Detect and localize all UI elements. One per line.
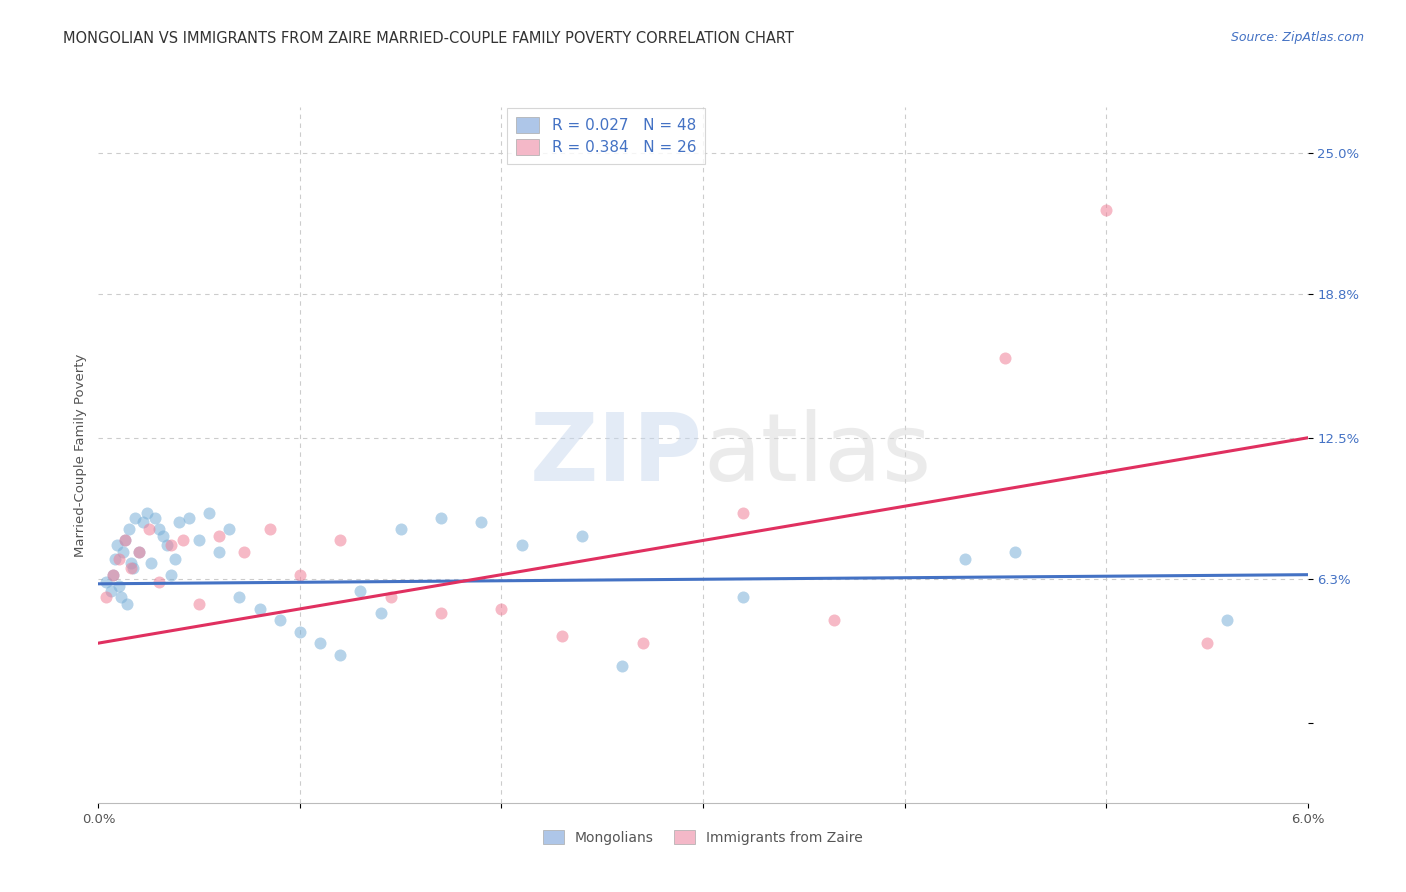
- Point: [160, 567, 183, 582]
- Point: [128, 545, 150, 559]
- Point: [198, 506, 221, 520]
- Point: [167, 515, 190, 529]
- Point: [994, 351, 1017, 365]
- Point: [571, 529, 593, 543]
- Point: [228, 591, 250, 605]
- Point: [100, 583, 122, 598]
- Text: atlas: atlas: [703, 409, 931, 501]
- Point: [1216, 613, 1239, 627]
- Legend: Mongolians, Immigrants from Zaire: Mongolians, Immigrants from Zaire: [536, 822, 870, 852]
- Point: [132, 515, 155, 529]
- Point: [370, 607, 392, 621]
- Point: [269, 613, 291, 627]
- Point: [389, 522, 412, 536]
- Point: [208, 545, 231, 559]
- Point: [188, 598, 211, 612]
- Point: [124, 510, 146, 524]
- Point: [160, 538, 183, 552]
- Point: [470, 515, 492, 529]
- Point: [148, 574, 170, 589]
- Point: [188, 533, 211, 548]
- Point: [120, 561, 142, 575]
- Point: [733, 591, 755, 605]
- Point: [96, 591, 118, 605]
- Point: [120, 556, 142, 570]
- Point: [510, 538, 533, 552]
- Point: [135, 506, 157, 520]
- Point: [1004, 545, 1026, 559]
- Point: [329, 648, 352, 662]
- Point: [259, 522, 281, 536]
- Point: [430, 510, 453, 524]
- Point: [152, 529, 174, 543]
- Point: [101, 567, 124, 582]
- Point: [631, 636, 654, 650]
- Text: ZIP: ZIP: [530, 409, 703, 501]
- Point: [208, 529, 231, 543]
- Point: [156, 538, 179, 552]
- Point: [733, 506, 755, 520]
- Point: [288, 624, 311, 639]
- Point: [380, 591, 402, 605]
- Point: [111, 545, 134, 559]
- Point: [128, 545, 150, 559]
- Point: [179, 510, 201, 524]
- Point: [232, 545, 254, 559]
- Point: [148, 522, 170, 536]
- Point: [218, 522, 240, 536]
- Point: [107, 579, 129, 593]
- Point: [163, 551, 186, 566]
- Point: [491, 602, 513, 616]
- Point: [139, 556, 162, 570]
- Point: [1195, 636, 1218, 650]
- Point: [953, 551, 976, 566]
- Point: [329, 533, 352, 548]
- Point: [349, 583, 371, 598]
- Y-axis label: Married-Couple Family Poverty: Married-Couple Family Poverty: [75, 353, 87, 557]
- Point: [101, 567, 124, 582]
- Point: [430, 607, 453, 621]
- Point: [551, 629, 574, 643]
- Point: [823, 613, 845, 627]
- Point: [612, 659, 634, 673]
- Point: [249, 602, 271, 616]
- Point: [118, 522, 141, 536]
- Point: [288, 567, 311, 582]
- Point: [143, 510, 166, 524]
- Point: [107, 551, 129, 566]
- Point: [110, 591, 132, 605]
- Point: [172, 533, 194, 548]
- Point: [114, 533, 136, 548]
- Point: [114, 533, 136, 548]
- Point: [138, 522, 160, 536]
- Point: [115, 598, 138, 612]
- Text: MONGOLIAN VS IMMIGRANTS FROM ZAIRE MARRIED-COUPLE FAMILY POVERTY CORRELATION CHA: MONGOLIAN VS IMMIGRANTS FROM ZAIRE MARRI…: [63, 31, 794, 46]
- Text: Source: ZipAtlas.com: Source: ZipAtlas.com: [1230, 31, 1364, 45]
- Point: [1095, 202, 1118, 217]
- Point: [103, 551, 125, 566]
- Point: [309, 636, 332, 650]
- Point: [96, 574, 118, 589]
- Point: [105, 538, 128, 552]
- Point: [121, 561, 143, 575]
